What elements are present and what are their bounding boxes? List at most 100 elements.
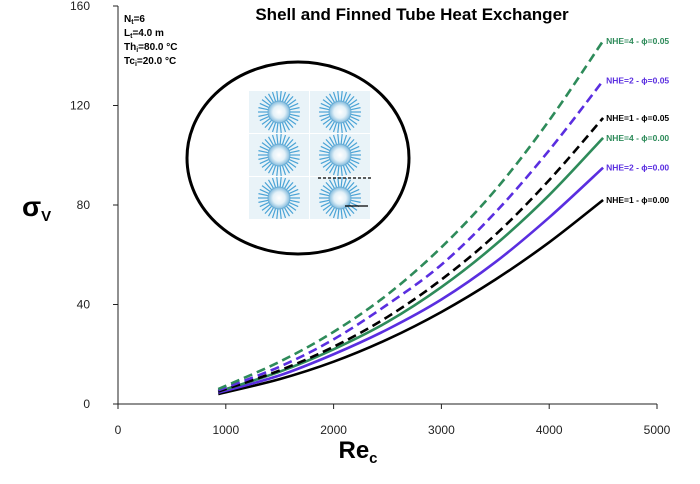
fin xyxy=(342,165,348,176)
fin xyxy=(264,95,273,105)
fin xyxy=(340,134,343,145)
fin xyxy=(344,136,352,146)
finned-tube xyxy=(310,91,370,133)
fin xyxy=(259,188,270,195)
fin xyxy=(349,158,360,165)
fin xyxy=(337,177,340,188)
fin xyxy=(258,113,269,117)
fin xyxy=(322,160,332,168)
fin xyxy=(350,156,361,160)
fin xyxy=(289,113,300,117)
tube-fins xyxy=(258,91,300,133)
fin xyxy=(320,188,331,195)
tube-core xyxy=(267,100,291,124)
fin xyxy=(287,142,297,150)
fin xyxy=(348,142,358,150)
fin xyxy=(319,113,330,117)
fin xyxy=(346,95,355,105)
inset-circle xyxy=(185,60,411,256)
fin xyxy=(332,91,338,102)
fin xyxy=(276,177,279,188)
y-tick-label: 40 xyxy=(77,298,91,312)
fin xyxy=(348,117,358,125)
fin xyxy=(264,181,273,191)
fin xyxy=(320,158,331,165)
fin xyxy=(285,181,294,191)
x-tick-label: 3000 xyxy=(428,423,455,437)
fin xyxy=(259,102,270,109)
fin xyxy=(279,134,282,145)
fin xyxy=(346,138,355,148)
x-tick-label: 1000 xyxy=(212,423,239,437)
fin xyxy=(322,99,332,107)
fin xyxy=(350,107,361,111)
fin xyxy=(289,193,300,197)
fin xyxy=(328,121,336,131)
finned-tube xyxy=(249,91,309,133)
fin xyxy=(267,207,275,217)
y-ticks: 0 40 80 120 160 xyxy=(70,0,118,411)
fin xyxy=(261,99,271,107)
fin xyxy=(289,156,300,160)
fin xyxy=(319,193,330,197)
fin xyxy=(264,162,273,172)
fin xyxy=(285,138,294,148)
fin xyxy=(259,115,270,122)
fin xyxy=(281,165,287,176)
fin xyxy=(271,208,277,219)
fin xyxy=(264,205,273,215)
fin xyxy=(279,122,282,133)
fin xyxy=(346,181,355,191)
series-label-6: NHE=4 - ϕ=0.05 xyxy=(606,36,669,46)
fin xyxy=(267,136,275,146)
fin xyxy=(325,162,334,172)
y-tick-label: 160 xyxy=(70,0,90,13)
fin xyxy=(261,203,271,211)
fin xyxy=(264,119,273,129)
series-line-1 xyxy=(217,199,604,396)
fin xyxy=(276,122,279,133)
series-line-2 xyxy=(217,166,604,395)
fin xyxy=(288,188,299,195)
fin xyxy=(319,107,330,111)
fin xyxy=(259,158,270,165)
fin xyxy=(276,134,279,145)
fin xyxy=(287,203,297,211)
fin xyxy=(271,91,277,102)
x-tick-label: 0 xyxy=(115,423,122,437)
fin xyxy=(287,99,297,107)
fin xyxy=(320,115,331,122)
fin xyxy=(319,199,330,203)
fin xyxy=(271,134,277,145)
fin xyxy=(319,156,330,160)
y-tick-label: 0 xyxy=(83,397,90,411)
fin xyxy=(285,95,294,105)
fin xyxy=(283,179,291,189)
fin xyxy=(325,119,334,129)
fin xyxy=(283,121,291,131)
series-labels: NHE=1 - ϕ=0.00 NHE=2 - ϕ=0.00 NHE=4 - ϕ=0.… xyxy=(606,36,669,205)
param-thi: Thi=80.0 °C xyxy=(124,42,177,54)
tube-fins xyxy=(319,134,361,176)
fin xyxy=(346,205,355,215)
fin xyxy=(285,205,294,215)
fin xyxy=(332,165,338,176)
fin xyxy=(259,201,270,208)
fin xyxy=(342,122,348,133)
fin xyxy=(281,177,287,188)
fin xyxy=(276,208,279,219)
fin xyxy=(344,121,352,131)
fin xyxy=(283,136,291,146)
fin xyxy=(325,95,334,105)
fin xyxy=(258,150,269,154)
fin xyxy=(340,208,343,219)
fin xyxy=(340,122,343,133)
fin xyxy=(271,165,277,176)
fin xyxy=(267,121,275,131)
fin xyxy=(342,208,348,219)
fin xyxy=(322,185,332,193)
fin xyxy=(349,102,360,109)
finned-tube xyxy=(310,134,370,176)
tube-core xyxy=(267,143,291,167)
